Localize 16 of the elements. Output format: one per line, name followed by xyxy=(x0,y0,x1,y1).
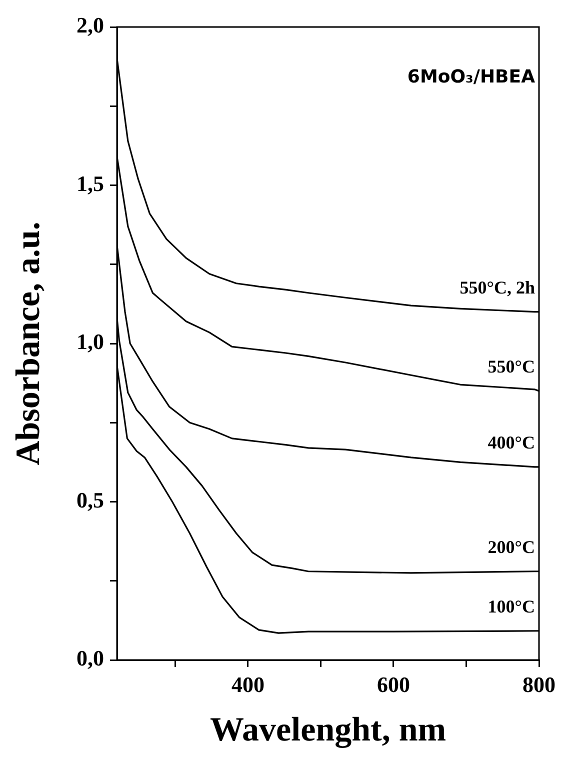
y-tick-label: 0,0 xyxy=(76,646,104,671)
series-label: 100°C xyxy=(488,596,535,617)
y-tick-label: 0,5 xyxy=(76,487,104,512)
y-tick-label: 2,0 xyxy=(76,12,104,38)
series-label: 400°C xyxy=(488,432,535,453)
x-tick-label: 600 xyxy=(376,672,410,697)
y-tick-label: 1,0 xyxy=(76,329,104,354)
annotation: 6MoO₃/HBEA xyxy=(407,66,536,88)
series-label: 550°C xyxy=(488,356,535,377)
series-label: 200°C xyxy=(488,537,535,558)
series-label: 550°C, 2h xyxy=(460,278,535,298)
x-tick-label: 400 xyxy=(231,672,264,697)
y-tick-label: 1,5 xyxy=(76,170,104,196)
x-axis-title: Wavelenght, nm xyxy=(210,711,446,748)
x-tick-label: 800 xyxy=(522,672,556,697)
y-axis-title: Absorbance, a.u. xyxy=(10,222,48,466)
